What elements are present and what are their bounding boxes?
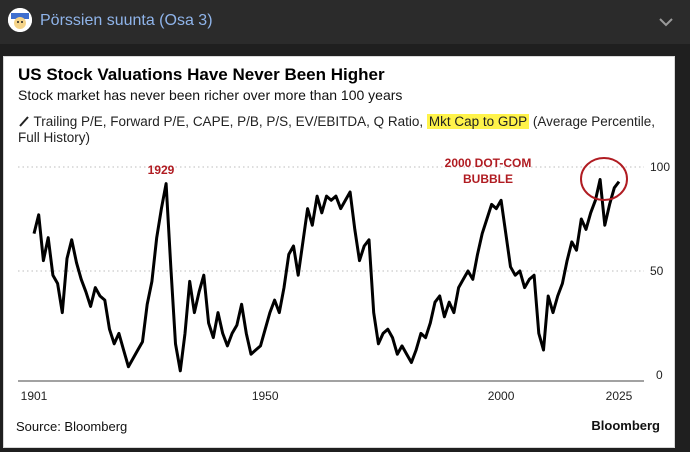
pencil-icon: [19, 116, 29, 127]
chart-source: Source: Bloomberg: [16, 419, 128, 434]
measures-suffix: (Average Percentile, Full History): [18, 114, 655, 145]
annotation-1929: 1929: [148, 163, 175, 177]
chart-image: US Stock Valuations Have Never Been High…: [3, 56, 675, 448]
y-tick-50: 50: [650, 264, 664, 278]
user-avatar[interactable]: [8, 8, 32, 32]
bloomberg-logo: Bloomberg: [591, 418, 660, 433]
chart-subtitle: Stock market has never been richer over …: [18, 87, 403, 103]
topic-header: Pörssien suunta (Osa 3): [0, 0, 690, 44]
measures-text: Trailing P/E, Forward P/E, CAPE, P/B, P/…: [33, 114, 427, 129]
y-tick-100: 100: [650, 160, 670, 174]
annotation-dotcom-line1: 2000 DOT-COM: [445, 156, 532, 170]
y-tick-0: 0: [656, 368, 663, 382]
chart-title: US Stock Valuations Have Never Been High…: [18, 65, 385, 84]
line-chart: 100 50 0 1901 1950 2000 2025 1929 2000 D…: [18, 156, 670, 403]
avatar-face-icon: [8, 8, 32, 32]
x-tick-2025: 2025: [606, 389, 633, 403]
x-tick-1950: 1950: [252, 389, 279, 403]
topic-title[interactable]: Pörssien suunta (Osa 3): [40, 12, 213, 29]
chevron-down-icon[interactable]: [654, 12, 678, 32]
current-peak-circle: [580, 157, 628, 201]
measures-highlight: Mkt Cap to GDP: [426, 114, 530, 129]
series-line: [32, 178, 621, 373]
x-tick-1901: 1901: [21, 389, 48, 403]
chart-measures: Trailing P/E, Forward P/E, CAPE, P/B, P/…: [18, 114, 658, 146]
x-tick-2000: 2000: [488, 389, 515, 403]
annotation-dotcom-line2: BUBBLE: [463, 172, 513, 186]
